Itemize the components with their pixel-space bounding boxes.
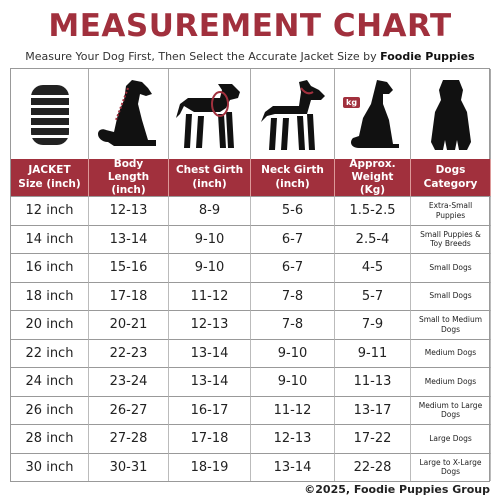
jacket-icon xyxy=(11,69,89,159)
kg-badge: kg xyxy=(343,97,361,108)
category-cell: Small to Medium Dogs xyxy=(411,310,491,339)
table-cell: 9-10 xyxy=(251,367,335,396)
table-cell: 7-8 xyxy=(251,310,335,339)
table-cell: 7-9 xyxy=(335,310,411,339)
size-table: kg JACKET Size (inch) Body Length (inch) C… xyxy=(10,68,491,482)
category-cell: Small Dogs xyxy=(411,253,491,282)
dog-weight-icon: kg xyxy=(335,69,411,159)
table-cell: 30-31 xyxy=(89,452,169,481)
table-cell: 12 inch xyxy=(11,196,89,225)
column-header: Dogs Category xyxy=(411,159,491,196)
table-cell: 22 inch xyxy=(11,338,89,367)
column-header: Approx. Weight (Kg) xyxy=(335,158,411,196)
subtitle-text: Measure Your Dog First, Then Select the … xyxy=(25,50,377,63)
table-cell: 8-9 xyxy=(169,196,251,225)
table-cell: 26-27 xyxy=(89,395,169,424)
table-cell: 27-28 xyxy=(89,424,169,453)
column-header: Body Length (inch) xyxy=(89,158,169,196)
table-cell: 12-13 xyxy=(251,424,335,453)
table-cell: 11-12 xyxy=(251,395,335,424)
table-cell: 17-22 xyxy=(335,424,411,453)
table-cell: 12-13 xyxy=(89,196,169,225)
table-cell: 9-10 xyxy=(169,253,251,282)
table-cell: 9-10 xyxy=(169,224,251,253)
table-cell: 13-14 xyxy=(251,452,335,481)
table-cell: 22-23 xyxy=(89,338,169,367)
category-cell: Large Dogs xyxy=(411,424,491,453)
table-cell: 2.5-4 xyxy=(335,224,411,253)
dog-svg xyxy=(430,80,471,150)
table-cell: 12-13 xyxy=(169,310,251,339)
table-cell: 22-28 xyxy=(335,452,411,481)
table-cell: 30 inch xyxy=(11,452,89,481)
table-cell: 5-6 xyxy=(251,196,335,225)
subtitle: Measure Your Dog First, Then Select the … xyxy=(0,50,500,63)
table-cell: 13-14 xyxy=(169,338,251,367)
title: MEASUREMENT CHART xyxy=(48,8,452,44)
brand: Foodie Puppies xyxy=(380,50,475,63)
table-cell: 28 inch xyxy=(11,424,89,453)
table-cell: 17-18 xyxy=(169,424,251,453)
dog-category-icon xyxy=(411,69,491,159)
table-cell: 18 inch xyxy=(11,281,89,310)
dog-svg xyxy=(97,80,156,146)
category-cell: Large to X-Large Dogs xyxy=(411,452,491,481)
category-cell: Small Dogs xyxy=(411,281,491,310)
table-cell: 13-14 xyxy=(89,224,169,253)
table-cell: 1.5-2.5 xyxy=(335,196,411,225)
table-cell: 15-16 xyxy=(89,253,169,282)
column-header: Chest Girth (inch) xyxy=(169,159,251,196)
table-cell: 11-13 xyxy=(335,367,411,396)
category-cell: Small Puppies & Toy Breeds xyxy=(411,224,491,253)
table-cell: 11-12 xyxy=(169,281,251,310)
table-cell: 9-10 xyxy=(251,338,335,367)
table-cell: 16 inch xyxy=(11,253,89,282)
table-cell: 23-24 xyxy=(89,367,169,396)
column-header: JACKET Size (inch) xyxy=(11,159,89,196)
table-cell: 16-17 xyxy=(169,395,251,424)
column-header: Neck Girth (inch) xyxy=(251,159,335,196)
dog-body-icon xyxy=(89,69,169,159)
table-cell: 14 inch xyxy=(11,224,89,253)
table-cell: 9-11 xyxy=(335,338,411,367)
table-cell: 26 inch xyxy=(11,395,89,424)
table-cell: 13-17 xyxy=(335,395,411,424)
table-cell: 20 inch xyxy=(11,310,89,339)
table-cell: 7-8 xyxy=(251,281,335,310)
dog-svg xyxy=(261,80,325,150)
jacket-svg xyxy=(30,85,69,145)
footer: ©2025, Foodie Puppies Group xyxy=(304,483,490,496)
dog-chest-icon xyxy=(169,69,251,159)
dog-svg xyxy=(176,84,240,148)
table-cell: 6-7 xyxy=(251,253,335,282)
table-cell: 20-21 xyxy=(89,310,169,339)
table-cell: 4-5 xyxy=(335,253,411,282)
table-cell: 17-18 xyxy=(89,281,169,310)
category-cell: Medium Dogs xyxy=(411,338,491,367)
table-cell: 6-7 xyxy=(251,224,335,253)
table-cell: 24 inch xyxy=(11,367,89,396)
table-cell: 18-19 xyxy=(169,452,251,481)
category-cell: Extra-Small Puppies xyxy=(411,196,491,225)
table-cell: 13-14 xyxy=(169,367,251,396)
category-cell: Medium Dogs xyxy=(411,367,491,396)
dog-neck-icon xyxy=(251,69,335,159)
table-cell: 5-7 xyxy=(335,281,411,310)
dog-svg xyxy=(350,80,399,148)
category-cell: Medium to Large Dogs xyxy=(411,395,491,424)
